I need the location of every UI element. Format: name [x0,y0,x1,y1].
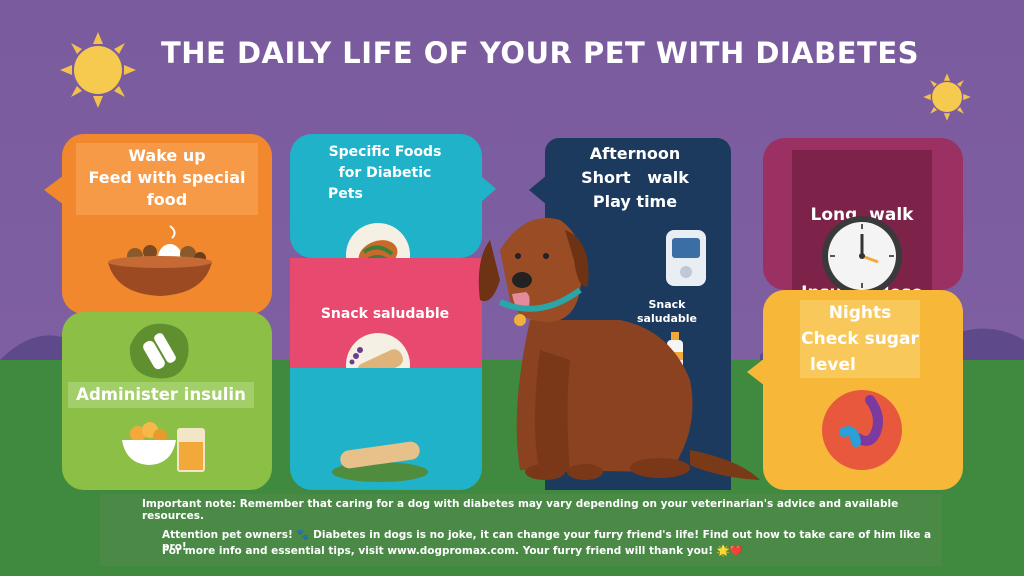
morning-line-1: Wake up [128,146,206,165]
sun-icon [923,73,971,121]
biscuit-icon [332,441,428,482]
clock-icon [822,216,902,296]
night-label: Nights Check sugar level [800,300,920,378]
page-title: THE DAILY LIFE OF YOUR PET WITH DIABETES [160,36,920,70]
afternoon-snack-label: Snack saludable [636,298,698,326]
glucometer-icon [666,230,706,286]
morning-label: Wake up Feed with special food [76,143,258,215]
night-line-3: level [810,355,856,375]
foods-line-2: for Diabetic [338,165,432,181]
food-bowl-icon [122,422,176,465]
attention-note: Attention pet owners! 🐾 Diabetes in dogs… [162,529,932,553]
speech-pointer [747,358,765,386]
snack-label: Snack saludable [320,306,450,322]
afternoon-snack-line-1: Snack [648,298,686,311]
foods-line-1: Specific Foods [328,144,442,160]
blood-drop-icon [822,390,902,470]
night-line-2: Check sugar [801,329,919,349]
morning-line-3: food [146,190,188,209]
afternoon-line-1: Afternoon [589,144,681,163]
speech-pointer [529,175,547,205]
morning-line-2: Feed with special [88,168,246,187]
footer-note: Important note: Remember that caring for… [100,494,942,566]
insulin-label: Administer insulin [68,382,254,408]
more-info-note: For more info and essential tips, visit … [162,545,743,557]
foods-label: Specific Foods for Diabetic Pets [300,142,470,205]
afternoon-line-3: Play time [592,192,678,211]
speech-pointer [44,175,64,205]
afternoon-label: Afternoon Short walk Play time [560,142,710,214]
night-line-1: Nights [828,303,892,323]
foods-line-3: Pets [328,186,363,202]
glass-icon [177,428,205,472]
afternoon-snack-line-2: saludable [637,312,697,325]
afternoon-line-2: Short walk [581,168,689,187]
speech-pointer [480,175,496,203]
dog-illustration [478,218,760,480]
important-note: Important note: Remember that caring for… [142,498,899,522]
bowl-icon [108,225,212,296]
sun-icon [60,32,136,108]
syringe-icon [129,323,189,379]
